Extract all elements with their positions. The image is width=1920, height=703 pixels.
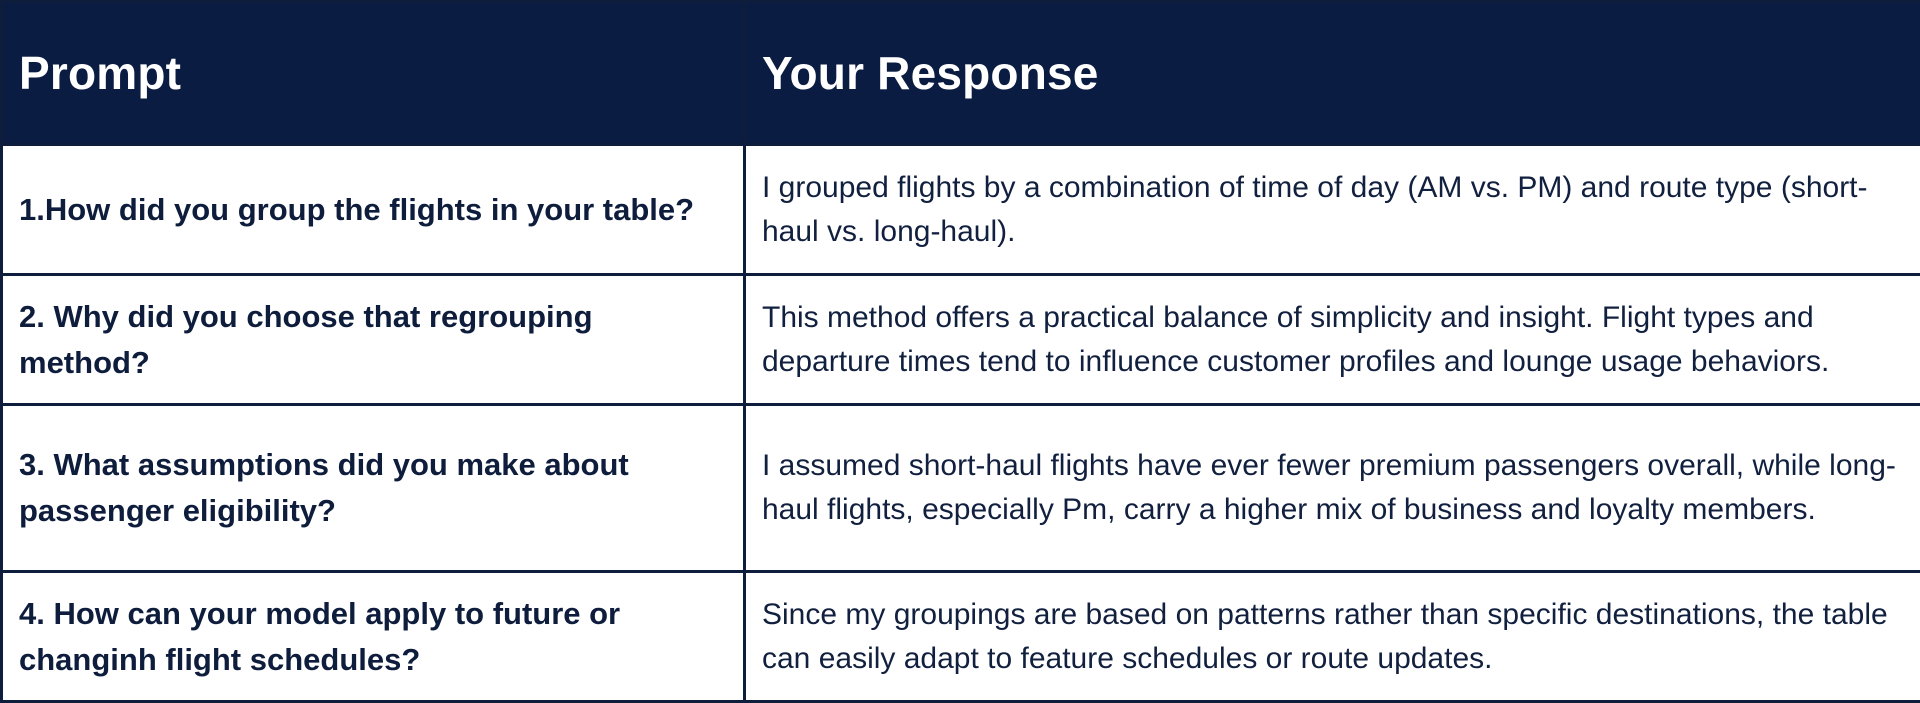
table-body: 1.How did you group the flights in your … (2, 145, 1920, 702)
table-row: 1.How did you group the flights in your … (2, 145, 1920, 275)
table-header: Prompt Your Response (2, 2, 1920, 145)
response-cell: I assumed short-haul flights have ever f… (745, 405, 1920, 572)
response-cell: This method offers a practical balance o… (745, 275, 1920, 405)
response-column-header: Your Response (745, 2, 1920, 145)
table-row: 2. Why did you choose that regrouping me… (2, 275, 1920, 405)
table-row: 4. How can your model apply to future or… (2, 572, 1920, 702)
prompt-cell: 3. What assumptions did you make about p… (2, 405, 745, 572)
prompt-cell: 4. How can your model apply to future or… (2, 572, 745, 702)
response-cell: I grouped flights by a combination of ti… (745, 145, 1920, 275)
header-row: Prompt Your Response (2, 2, 1920, 145)
response-cell: Since my groupings are based on patterns… (745, 572, 1920, 702)
table-row: 3. What assumptions did you make about p… (2, 405, 1920, 572)
prompt-cell: 1.How did you group the flights in your … (2, 145, 745, 275)
prompt-column-header: Prompt (2, 2, 745, 145)
prompt-cell: 2. Why did you choose that regrouping me… (2, 275, 745, 405)
